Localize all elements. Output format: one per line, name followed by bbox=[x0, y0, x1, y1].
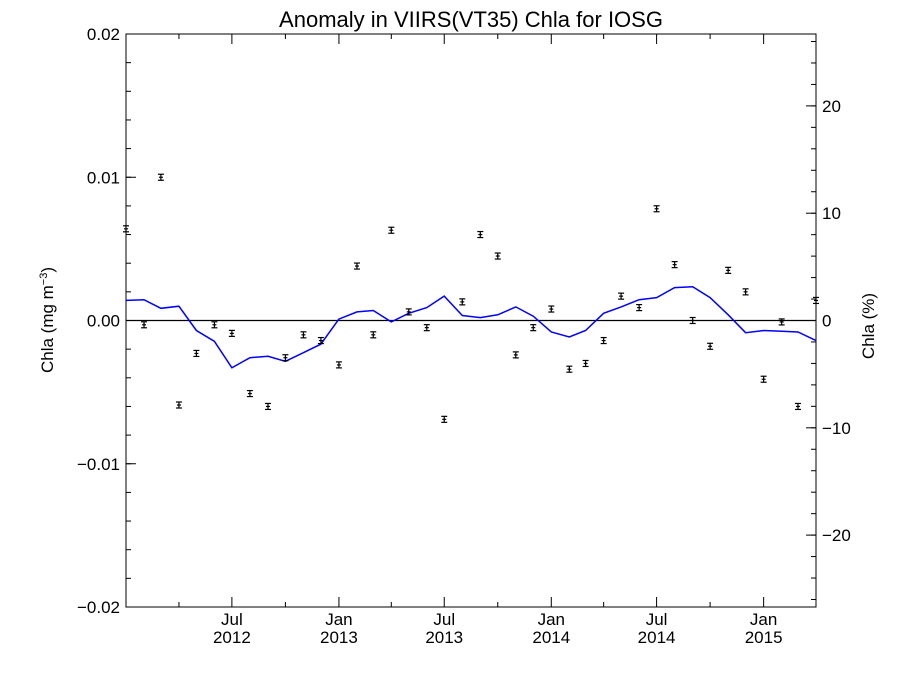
data-point bbox=[335, 361, 342, 369]
data-point bbox=[600, 336, 607, 345]
left-y-axis-label: Chla (mg m−3) bbox=[38, 267, 57, 373]
data-point bbox=[282, 354, 289, 362]
data-point bbox=[512, 351, 519, 359]
series-points bbox=[123, 173, 819, 423]
x-tick-label-month: Jan bbox=[750, 610, 777, 629]
x-tick-label-month: Jan bbox=[538, 610, 565, 629]
data-point bbox=[193, 349, 200, 358]
data-point bbox=[689, 316, 696, 325]
data-point bbox=[760, 375, 767, 383]
data-point bbox=[494, 252, 501, 260]
data-point bbox=[264, 402, 271, 411]
data-point bbox=[141, 321, 148, 329]
x-tick-label-month: Jul bbox=[433, 610, 455, 629]
data-point bbox=[423, 324, 430, 332]
data-point bbox=[477, 230, 484, 239]
right-y-tick-label: −20 bbox=[822, 526, 851, 545]
data-point bbox=[441, 415, 448, 423]
x-tick-label-year: 2012 bbox=[213, 628, 251, 647]
x-tick-label-month: Jul bbox=[646, 610, 668, 629]
x-tick-label-month: Jul bbox=[221, 610, 243, 629]
data-point bbox=[175, 401, 182, 409]
data-point bbox=[459, 298, 466, 306]
data-point bbox=[671, 261, 678, 269]
left-y-axis-label-superscript: −3 bbox=[38, 273, 50, 286]
data-point bbox=[778, 318, 785, 326]
data-point bbox=[157, 173, 164, 181]
data-point bbox=[317, 336, 324, 345]
data-point bbox=[370, 331, 377, 339]
data-point bbox=[548, 305, 555, 313]
x-tick-label-year: 2013 bbox=[320, 628, 358, 647]
left-y-tick-label: 0.01 bbox=[87, 168, 120, 187]
data-point bbox=[211, 321, 218, 329]
data-point bbox=[742, 288, 749, 296]
x-axis: Jul2012Jan2013Jul2013Jan2014Jul2014Jan20… bbox=[178, 34, 783, 647]
right-y-axis: 20 10 0 −10 −20 bbox=[806, 41, 851, 600]
left-y-axis-label-close: ) bbox=[38, 267, 57, 273]
data-point bbox=[353, 262, 360, 270]
x-tick-label-year: 2015 bbox=[745, 628, 783, 647]
data-point bbox=[725, 266, 732, 274]
data-point bbox=[388, 226, 395, 234]
chart-title: Anomaly in VIIRS(VT35) Chla for IOSG bbox=[279, 7, 663, 32]
data-point bbox=[300, 331, 307, 339]
x-tick-label-month: Jan bbox=[325, 610, 352, 629]
data-point bbox=[707, 342, 714, 350]
right-y-tick-label: 20 bbox=[822, 97, 841, 116]
data-point bbox=[530, 324, 537, 332]
data-point bbox=[636, 304, 643, 312]
data-point bbox=[794, 402, 801, 411]
series-line bbox=[125, 286, 817, 369]
data-point bbox=[618, 292, 625, 300]
right-y-tick-label: −10 bbox=[822, 419, 851, 438]
x-tick-label-year: 2014 bbox=[532, 628, 570, 647]
left-y-axis-label-main: Chla (mg m bbox=[38, 285, 57, 373]
right-y-axis-label: Chla (%) bbox=[859, 293, 878, 359]
data-point bbox=[813, 296, 819, 305]
data-point bbox=[405, 308, 412, 316]
left-y-tick-label: 0.02 bbox=[87, 25, 120, 44]
data-point bbox=[653, 205, 660, 213]
left-y-tick-label: −0.02 bbox=[77, 598, 120, 617]
right-y-tick-label: 10 bbox=[822, 204, 841, 223]
left-y-tick-label: 0.00 bbox=[87, 312, 120, 331]
left-y-tick-label: −0.01 bbox=[77, 455, 120, 474]
x-tick-label-year: 2013 bbox=[425, 628, 463, 647]
data-point bbox=[123, 225, 129, 233]
x-tick-label-year: 2014 bbox=[638, 628, 676, 647]
right-y-tick-label: 0 bbox=[822, 312, 831, 331]
data-point bbox=[566, 365, 573, 373]
data-point bbox=[228, 329, 235, 337]
data-point bbox=[246, 389, 253, 398]
data-point bbox=[582, 359, 589, 368]
left-y-axis: 0.02 0.01 0.00 −0.01 −0.02 bbox=[77, 25, 136, 617]
